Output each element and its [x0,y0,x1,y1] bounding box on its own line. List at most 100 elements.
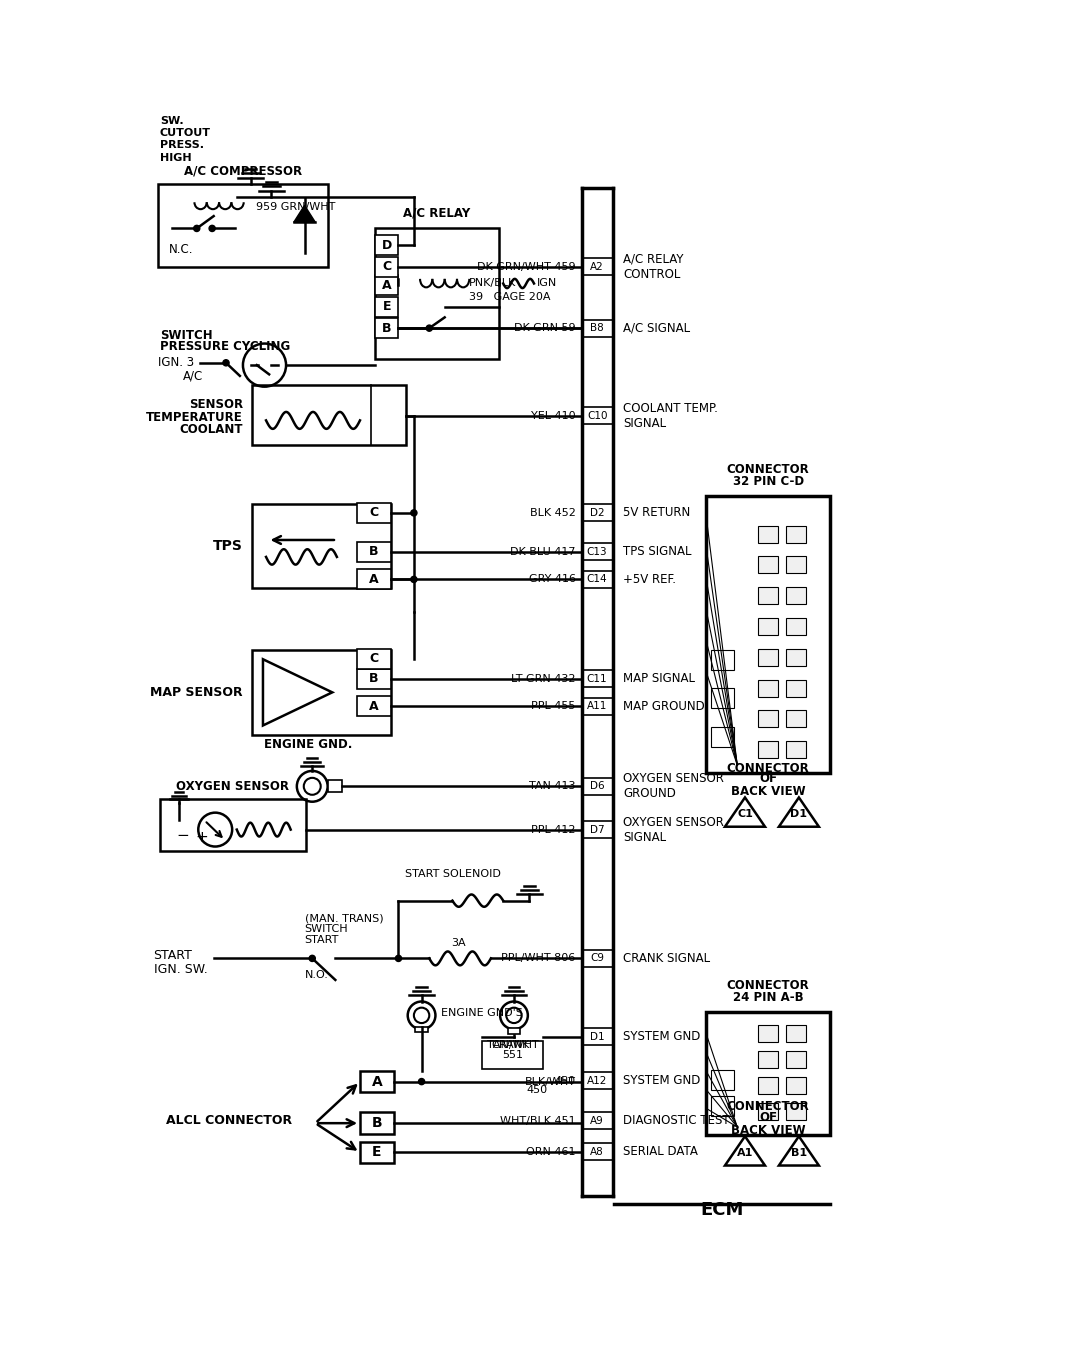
Bar [582,821,612,838]
Text: B: B [372,1116,383,1130]
Text: MAP SENSOR: MAP SENSOR [150,686,243,699]
Circle shape [209,225,215,232]
Bar [758,557,778,573]
Bar [758,1104,778,1120]
Text: A/C: A/C [183,369,203,383]
Bar [758,1024,778,1042]
Bar [582,670,612,687]
Circle shape [223,359,229,366]
Text: BLK 452: BLK 452 [530,507,576,518]
Text: BACK VIEW: BACK VIEW [731,784,805,798]
Bar [786,587,806,605]
Text: BACK VIEW: BACK VIEW [731,1124,805,1137]
Text: DK GRN/WHT 459: DK GRN/WHT 459 [477,262,576,271]
Bar [508,1028,520,1034]
Bar [375,318,399,339]
Bar [582,319,612,337]
Polygon shape [294,206,315,222]
Bar [582,698,612,714]
Text: N.C.: N.C. [169,244,194,256]
Text: D1: D1 [790,809,807,820]
Text: SWITCH: SWITCH [160,329,212,341]
Text: C: C [383,260,391,273]
Text: N.O.: N.O. [304,971,328,980]
Text: CRANK SIGNAL: CRANK SIGNAL [623,951,711,965]
Text: A: A [369,573,378,585]
Text: 450: 450 [554,1076,576,1086]
Bar [758,587,778,605]
Bar [416,1027,428,1032]
Text: PRESS.: PRESS. [160,140,204,151]
Bar [711,727,734,747]
Bar [375,256,399,277]
Text: B: B [383,322,391,335]
Bar [786,1078,806,1094]
Text: D7: D7 [590,824,605,835]
Text: OXYGEN SENSOR: OXYGEN SENSOR [177,780,289,792]
Text: −: − [177,828,190,843]
Text: 959 GRN/WHT: 959 GRN/WHT [256,202,336,213]
Bar [582,259,612,276]
Bar [758,680,778,696]
Text: START: START [304,935,339,945]
Bar [582,570,612,588]
Text: SWITCH: SWITCH [304,924,348,934]
Bar [758,1078,778,1094]
Text: START: START [153,949,193,962]
Text: TPS: TPS [213,539,243,553]
Text: D6: D6 [590,781,605,791]
Text: CONNECTOR: CONNECTOR [727,979,809,991]
Text: A: A [369,699,378,713]
Bar [357,648,391,669]
Bar [786,618,806,635]
Bar [786,648,806,666]
Text: B1: B1 [791,1148,807,1158]
Bar [711,1097,734,1116]
Text: ECM: ECM [700,1201,744,1219]
Text: ENGINE GND.: ENGINE GND. [264,738,353,751]
Circle shape [427,325,432,332]
Bar [582,505,612,521]
Text: +5V REF.: +5V REF. [623,573,676,585]
Text: PPL/WHT 806: PPL/WHT 806 [502,953,576,964]
Text: CUTOUT: CUTOUT [160,128,211,138]
Circle shape [411,576,417,583]
Bar [357,542,391,562]
Text: 551: 551 [502,1050,523,1060]
Text: SYSTEM GND: SYSTEM GND [623,1075,701,1087]
Text: MAP SIGNAL: MAP SIGNAL [623,672,696,686]
Bar [160,799,307,851]
Circle shape [194,225,199,232]
Text: CONNECTOR: CONNECTOR [727,762,809,775]
Text: A/C SIGNAL: A/C SIGNAL [623,322,690,335]
Bar [328,780,342,792]
Bar [786,680,806,696]
Bar [711,1069,734,1090]
Bar [758,648,778,666]
Bar [706,496,830,773]
Text: A9: A9 [591,1116,604,1126]
Text: C11: C11 [586,673,608,684]
Text: D2: D2 [590,507,605,518]
Bar [159,184,328,267]
Bar [582,950,612,967]
Bar [758,618,778,635]
Text: A: A [372,1075,383,1089]
Text: BLK/WHT: BLK/WHT [524,1076,576,1087]
Text: C10: C10 [586,411,608,421]
Text: LT GRN 432: LT GRN 432 [511,673,576,684]
Bar [758,1050,778,1068]
Bar [357,569,391,590]
Text: 3A: 3A [451,938,466,947]
Bar [582,1143,612,1160]
Text: A: A [382,278,391,292]
Text: HIGH: HIGH [160,152,192,163]
Text: E: E [372,1145,382,1160]
Text: TAN/WHT: TAN/WHT [487,1039,538,1050]
Text: A/C COMPRESSOR: A/C COMPRESSOR [184,165,302,178]
Bar [375,296,399,317]
Bar [582,1112,612,1130]
Text: A/C RELAY: A/C RELAY [403,207,471,219]
Bar [786,1050,806,1068]
Text: A8: A8 [591,1146,604,1157]
